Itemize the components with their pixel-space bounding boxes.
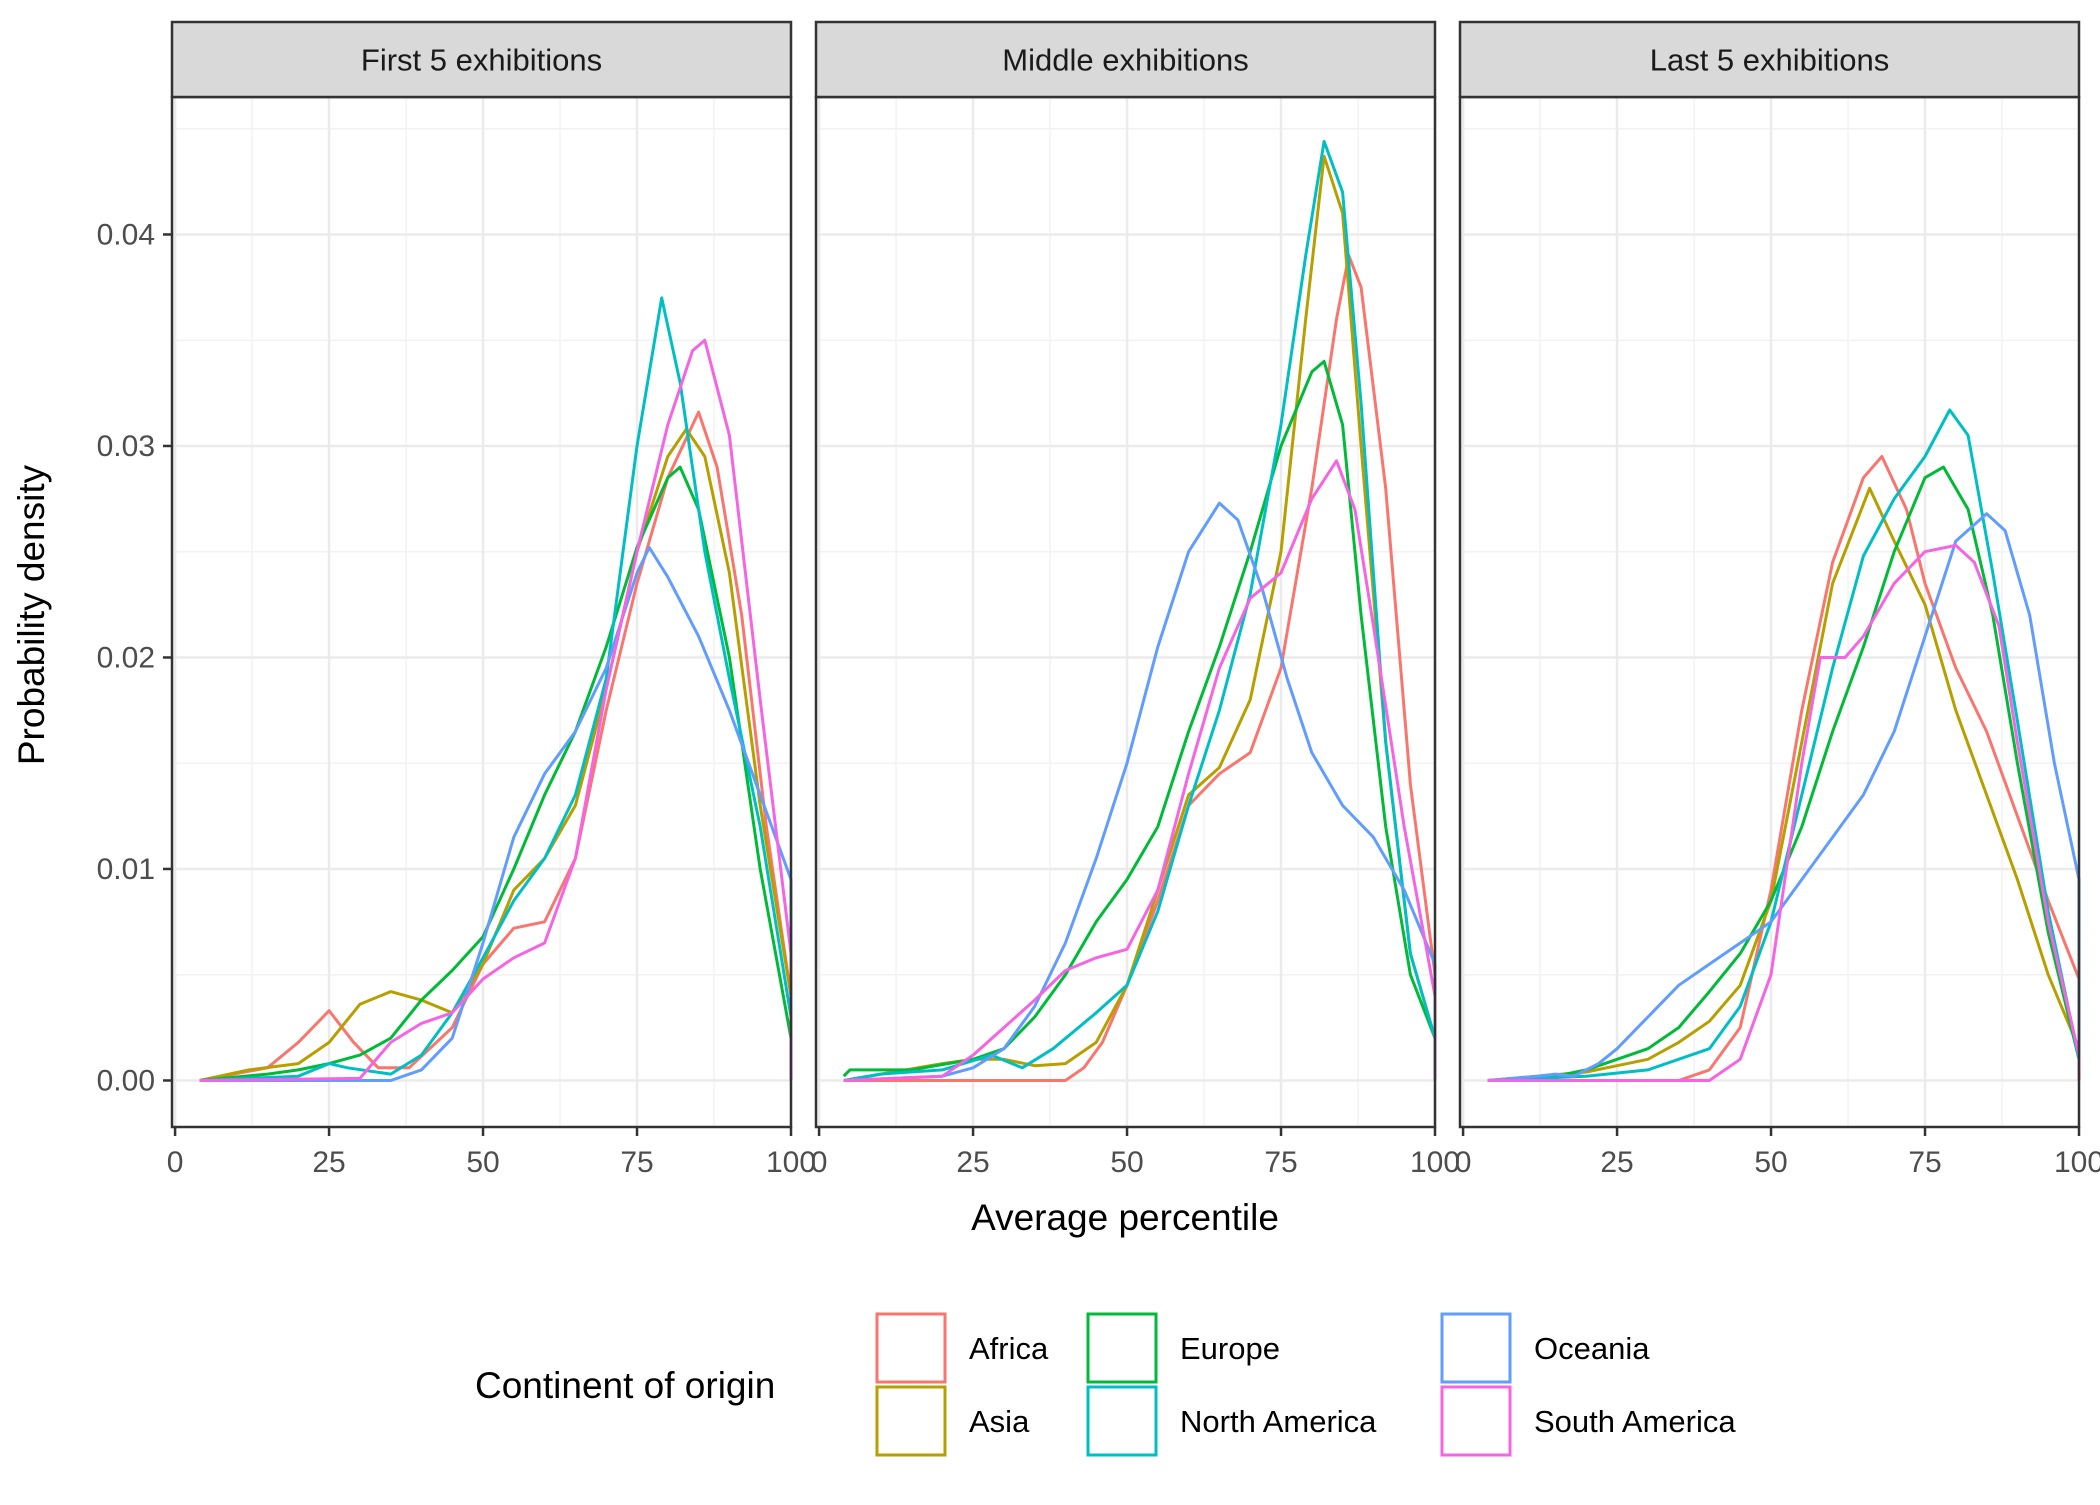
legend: Africa Asia Europe North America Oceania Sout…	[875, 1312, 1736, 1457]
panel-first-5-exhibitions: First 5 exhibitions 0 25 50 75 100 0.00 0.01 0.0…	[97, 20, 816, 1179]
x-tick-label: 0	[811, 1146, 828, 1179]
density-line-europe	[1487, 465, 2081, 1082]
legend-item-oceania: Oceania	[1440, 1312, 1650, 1384]
x-tick-label: 50	[466, 1146, 499, 1179]
facet-strip-label: Last 5 exhibitions	[1650, 43, 1890, 78]
y-tick-label: 0.03	[97, 430, 155, 463]
facet-strip	[814, 20, 1437, 99]
density-line-asia	[1487, 486, 2081, 1082]
legend-key-europe	[1086, 1312, 1158, 1384]
density-line-south-america	[1487, 543, 2081, 1082]
x-tick-label: 100	[1410, 1146, 1460, 1179]
x-tick-label: 75	[1264, 1146, 1297, 1179]
x-tick-label: 50	[1754, 1146, 1787, 1179]
panel-last-5-exhibitions: Last 5 exhibitions 0 25 50 75 100	[1455, 20, 2100, 1179]
density-line-south-america	[843, 459, 1437, 1082]
legend-label: Oceania	[1534, 1331, 1650, 1366]
panel-background	[1460, 97, 2079, 1127]
legend-key-oceania	[1440, 1312, 1512, 1384]
panel-background	[172, 97, 791, 1127]
density-line-oceania	[843, 501, 1437, 1082]
density-line-africa	[199, 410, 793, 1082]
facet-strip	[1458, 20, 2081, 99]
x-tick-label: 100	[2054, 1146, 2100, 1179]
legend-item-africa: Africa	[875, 1312, 1049, 1384]
legend-label: Europe	[1180, 1331, 1280, 1366]
legend-item-asia: Asia	[875, 1385, 1030, 1457]
legend-label: South America	[1534, 1404, 1736, 1439]
legend-key-south-america	[1440, 1385, 1512, 1457]
legend-label: North America	[1180, 1404, 1377, 1439]
x-tick-label: 50	[1110, 1146, 1143, 1179]
x-tick-label: 75	[620, 1146, 653, 1179]
facet-strip	[170, 20, 793, 99]
legend-label: Africa	[969, 1331, 1049, 1366]
legend-key-north-america	[1086, 1385, 1158, 1457]
x-tick-label: 25	[1600, 1146, 1633, 1179]
density-line-north-america	[1487, 408, 2081, 1082]
density-line-south-america	[199, 338, 793, 1082]
y-tick-label: 0.01	[97, 853, 155, 886]
y-axis-title: Probability density	[11, 464, 52, 765]
x-tick-label: 100	[766, 1146, 816, 1179]
density-line-europe	[842, 359, 1437, 1081]
legend-item-south-america: South America	[1440, 1385, 1736, 1457]
density-line-europe	[199, 465, 793, 1082]
facet-strip-label: Middle exhibitions	[1002, 43, 1248, 78]
legend-key-asia	[875, 1385, 947, 1457]
density-line-oceania	[199, 546, 793, 1082]
x-tick-label: 25	[956, 1146, 989, 1179]
x-axis-title: Average percentile	[971, 1197, 1279, 1238]
x-tick-label: 0	[167, 1146, 184, 1179]
x-tick-label: 75	[1908, 1146, 1941, 1179]
panel-background	[816, 97, 1435, 1127]
density-line-north-america	[199, 296, 793, 1082]
legend-item-north-america: North America	[1086, 1385, 1377, 1457]
legend-label: Asia	[969, 1404, 1030, 1439]
density-line-oceania	[1487, 512, 2081, 1082]
facet-strip-label: First 5 exhibitions	[361, 43, 602, 78]
x-tick-label: 0	[1455, 1146, 1472, 1179]
density-line-africa	[1487, 455, 2081, 1082]
density-line-north-america	[843, 139, 1437, 1082]
legend-item-europe: Europe	[1086, 1312, 1280, 1384]
legend-title: Continent of origin	[475, 1365, 775, 1406]
panel-middle-exhibitions: Middle exhibitions 0 25 50 75 100	[811, 20, 1460, 1179]
legend-key-africa	[875, 1312, 947, 1384]
x-tick-label: 25	[312, 1146, 345, 1179]
y-tick-label: 0.02	[97, 641, 155, 674]
density-line-africa	[843, 254, 1437, 1082]
y-tick-label: 0.00	[97, 1064, 155, 1097]
y-tick-label: 0.04	[97, 218, 155, 251]
